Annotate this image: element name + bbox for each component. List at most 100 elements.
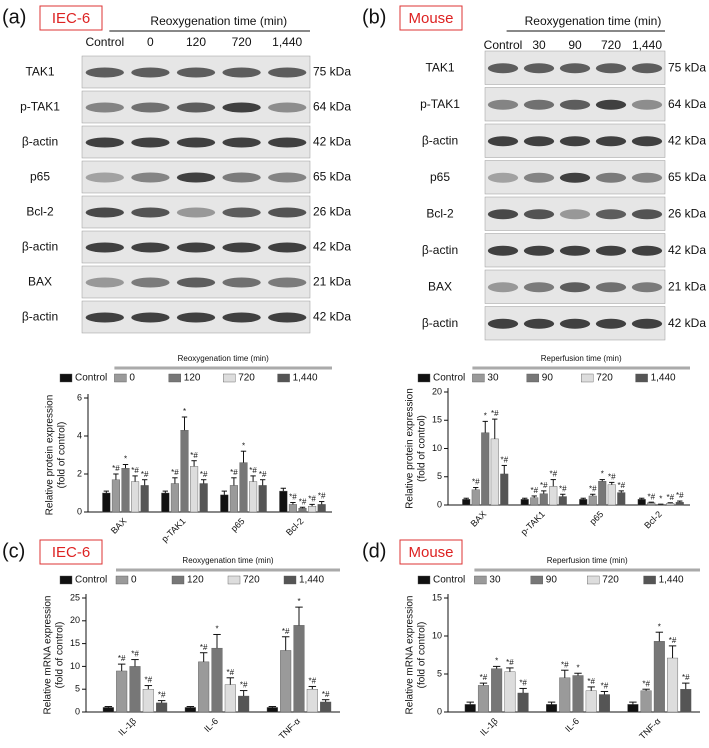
legend-swatch: [277, 373, 290, 383]
bar: [238, 695, 250, 713]
blot-band: [523, 318, 555, 329]
error-bar: [199, 652, 208, 662]
significance-marker: *#: [200, 643, 208, 652]
model-name: Mouse: [408, 544, 453, 561]
blot-band: [523, 209, 555, 220]
error-bar: [550, 479, 556, 487]
y-tick-label: 0: [437, 706, 442, 716]
bar: [288, 504, 297, 513]
lane-label: 30: [532, 38, 546, 52]
bar: [198, 661, 210, 713]
error-bar: [113, 473, 119, 480]
blot-band: [595, 209, 627, 220]
blot-band: [131, 102, 170, 113]
significance-marker: *#: [322, 690, 330, 699]
significance-marker: *#: [112, 464, 120, 473]
significance-marker: *#: [480, 673, 488, 682]
error-bar: [318, 501, 325, 505]
blot-band: [131, 137, 170, 148]
blot-band: [631, 99, 663, 110]
error-bar: [259, 479, 266, 486]
bar: [558, 496, 567, 506]
significance-marker: *#: [240, 681, 248, 690]
significance-marker: *#: [118, 654, 126, 663]
blot-band: [595, 245, 627, 256]
protein-label: Bcl-2: [426, 206, 454, 220]
blot-band: [85, 242, 124, 253]
y-tick-label: 0: [77, 506, 82, 516]
error-bar: [590, 493, 596, 496]
y-axis-label: (fold of control): [417, 415, 428, 482]
protein-label: β-actin: [422, 133, 458, 147]
error-bar: [122, 464, 129, 469]
error-bar: [231, 477, 237, 486]
y-tick-label: 5: [437, 668, 442, 678]
significance-marker: *#: [318, 492, 326, 501]
legend-label: 720: [238, 373, 255, 384]
size-label: 64 kDa: [313, 100, 351, 114]
error-bar: [574, 672, 582, 676]
protein-label: β-actin: [422, 243, 458, 257]
y-tick-label: 0: [437, 499, 442, 509]
bar: [598, 694, 610, 713]
error-bar: [668, 645, 677, 659]
significance-marker: *#: [145, 676, 153, 685]
bar: [239, 462, 248, 513]
panel-label: (c): [2, 540, 25, 562]
significance-marker: *: [484, 411, 487, 420]
significance-marker: *#: [682, 673, 690, 682]
error-bar: [226, 677, 235, 685]
error-bar: [667, 502, 673, 504]
error-bar: [639, 497, 645, 500]
legend-label: 1,440: [651, 373, 676, 384]
bar: [585, 690, 597, 713]
lane-label: 0: [147, 35, 154, 49]
bar: [617, 492, 626, 506]
significance-marker: *#: [540, 481, 548, 490]
significance-marker: *#: [561, 660, 569, 669]
legend-label: Control: [433, 575, 465, 586]
y-tick-label: 20: [432, 386, 442, 396]
y-axis-label: Relative mRNA expression: [43, 596, 54, 715]
bar: [607, 484, 616, 506]
blot-band: [268, 277, 307, 288]
significance-marker: *#: [282, 627, 290, 636]
bar: [647, 502, 656, 506]
legend-swatch: [581, 373, 594, 383]
bar: [471, 489, 480, 506]
protein-label: β-actin: [22, 240, 58, 254]
protein-label: p65: [30, 170, 50, 184]
blot-band: [222, 137, 261, 148]
blot-band: [523, 282, 555, 293]
y-tick-label: 20: [70, 615, 80, 625]
blot-band: [176, 172, 216, 183]
blot-band: [631, 245, 663, 256]
error-bar: [132, 475, 138, 482]
error-bar: [648, 501, 654, 503]
blot-band: [131, 312, 170, 323]
legend-label: 0: [131, 575, 137, 586]
lane-label: 720: [232, 35, 252, 49]
legend-label: 30: [489, 575, 501, 586]
legend-swatch: [635, 373, 648, 383]
bar: [627, 704, 639, 713]
blot-band: [487, 63, 519, 74]
significance-marker: *: [297, 597, 300, 606]
error-bar: [104, 706, 113, 708]
legend-swatch: [526, 373, 539, 383]
error-bar: [587, 686, 595, 691]
blot-band: [176, 137, 216, 148]
error-bar: [561, 669, 569, 678]
error-bar: [299, 506, 306, 509]
lane-label: 90: [568, 38, 582, 52]
legend-label: 90: [542, 373, 554, 384]
error-bar: [492, 665, 501, 669]
legend-swatch: [643, 575, 656, 585]
blot-band: [268, 242, 307, 253]
blot-band: [487, 282, 519, 293]
blot-band: [222, 312, 261, 323]
bar: [266, 707, 278, 713]
protein-label: β-actin: [22, 135, 58, 149]
legend-label: 120: [184, 373, 201, 384]
bar: [680, 689, 692, 713]
